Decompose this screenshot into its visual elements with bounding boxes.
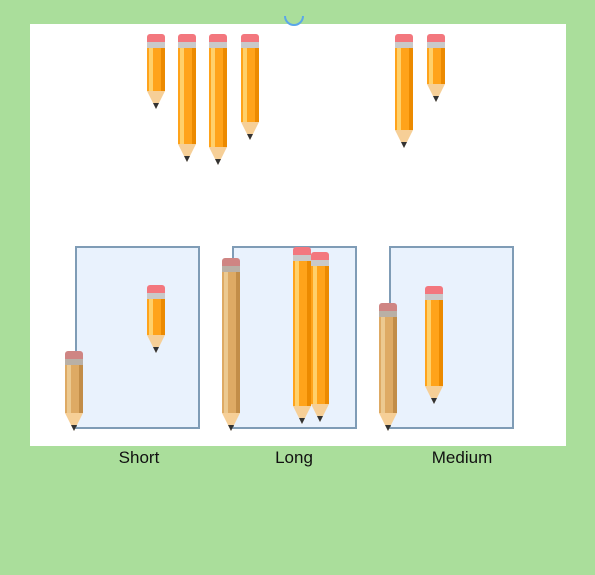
pencil-icon[interactable] [379, 303, 397, 431]
bin-label-medium: Medium [431, 448, 493, 467]
pencil-icon[interactable] [311, 252, 329, 422]
pencil-icon[interactable] [209, 34, 227, 165]
pencil-icon[interactable] [178, 34, 196, 162]
pencil-icon[interactable] [147, 34, 165, 109]
pencil-icon[interactable] [241, 34, 259, 140]
top-handle-icon [284, 16, 304, 26]
bin-medium[interactable] [389, 246, 514, 429]
pencil-icon[interactable] [293, 247, 311, 424]
bin-label-long: Long [275, 448, 313, 467]
pencil-icon[interactable] [425, 286, 443, 404]
pencil-icon[interactable] [147, 285, 165, 353]
pencil-icon[interactable] [395, 34, 413, 148]
bin-short[interactable] [75, 246, 200, 429]
pencil-icon[interactable] [65, 351, 83, 431]
pencil-icon[interactable] [427, 34, 445, 102]
bin-label-short: Short [118, 448, 160, 467]
pencil-icon[interactable] [222, 258, 240, 431]
